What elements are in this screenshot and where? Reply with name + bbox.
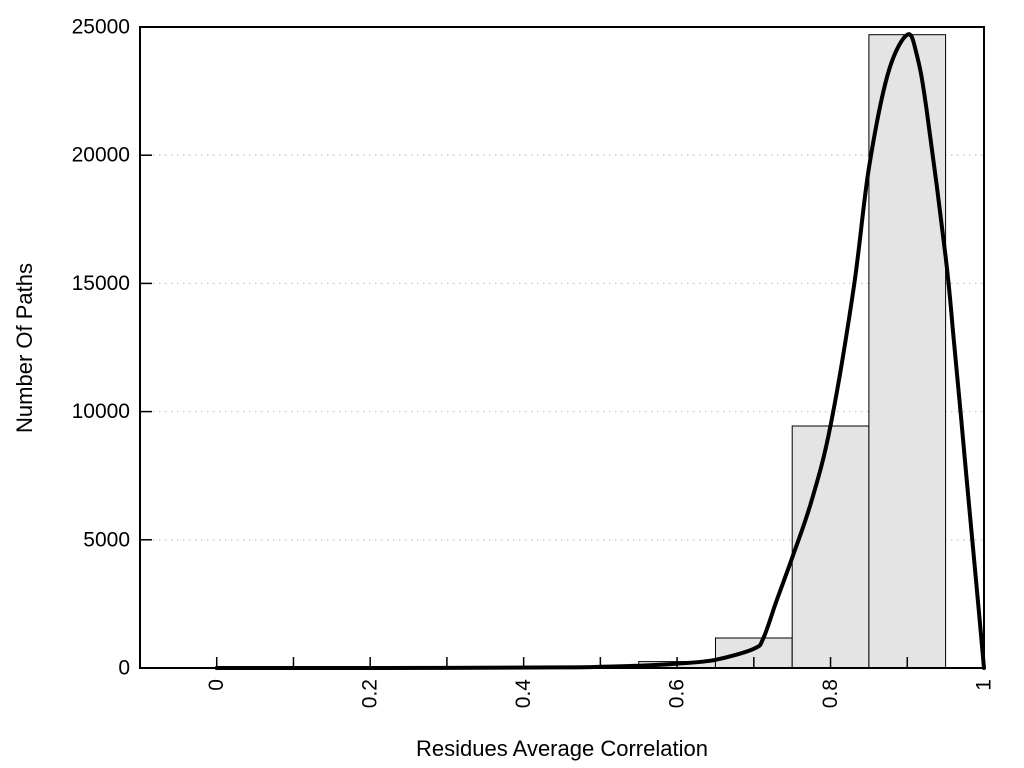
x-tick-label: 0.2 — [359, 679, 382, 708]
x-axis-tick-labels: 0 0.2 0.4 0.6 0.8 1 — [205, 679, 995, 709]
y-axis-tick-labels: 0 5000 10000 15000 20000 25000 — [72, 16, 130, 680]
y-tick-label: 5000 — [83, 528, 130, 551]
y-tick-label: 0 — [118, 657, 130, 680]
histogram-bars — [638, 34, 947, 669]
y-axis-ticks — [141, 26, 152, 669]
y-tick-label: 15000 — [72, 272, 130, 295]
gridlines — [141, 154, 983, 541]
histogram-bar — [791, 425, 870, 669]
histogram-bar — [868, 34, 947, 669]
x-axis-ticks — [215, 657, 985, 667]
y-tick-label: 25000 — [72, 16, 130, 39]
y-axis-title: Number Of Paths — [12, 263, 37, 433]
y-tick-label: 20000 — [72, 144, 130, 167]
plot-border — [139, 26, 985, 669]
x-tick-label: 0 — [205, 679, 228, 691]
fit-curve — [214, 32, 986, 670]
x-tick-label: 0.8 — [819, 679, 842, 708]
y-tick-label: 10000 — [72, 400, 130, 423]
x-axis-title: Residues Average Correlation — [416, 736, 708, 761]
x-tick-label: 1 — [973, 679, 996, 691]
x-tick-label: 0.6 — [666, 679, 689, 708]
x-tick-label: 0.4 — [512, 679, 535, 709]
